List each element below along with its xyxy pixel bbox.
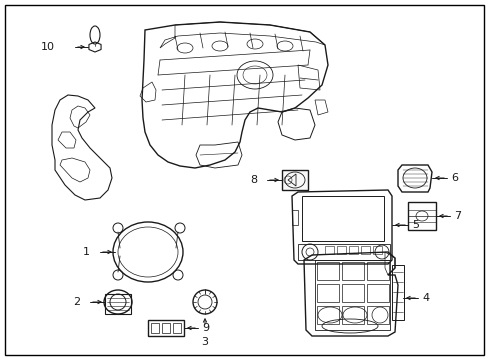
Bar (341, 306, 363, 324)
Bar (407, 202, 435, 230)
Text: 10: 10 (41, 42, 55, 52)
Bar (162, 323, 170, 333)
Text: 3: 3 (201, 337, 208, 347)
Bar (282, 170, 307, 190)
Bar (341, 262, 363, 280)
Bar (302, 196, 383, 241)
Bar (348, 246, 357, 254)
Bar (105, 294, 131, 314)
Text: 5: 5 (411, 220, 418, 230)
Bar (366, 262, 388, 280)
Text: 7: 7 (453, 211, 460, 221)
Bar (151, 323, 159, 333)
Bar (360, 246, 369, 254)
Bar (391, 265, 403, 320)
Bar (316, 284, 338, 302)
Bar (316, 262, 338, 280)
Bar (173, 323, 181, 333)
Text: 1: 1 (83, 247, 90, 257)
Text: 2: 2 (73, 297, 80, 307)
Bar (314, 260, 389, 330)
Text: 9: 9 (202, 323, 209, 333)
Bar (372, 246, 381, 254)
Bar (366, 306, 388, 324)
Text: 6: 6 (450, 173, 457, 183)
Bar (297, 244, 389, 260)
Bar (366, 284, 388, 302)
Bar (325, 246, 333, 254)
Bar (341, 284, 363, 302)
Bar (316, 306, 338, 324)
Text: 8: 8 (249, 175, 257, 185)
Bar (336, 246, 346, 254)
Text: 4: 4 (421, 293, 428, 303)
Bar (148, 320, 183, 336)
